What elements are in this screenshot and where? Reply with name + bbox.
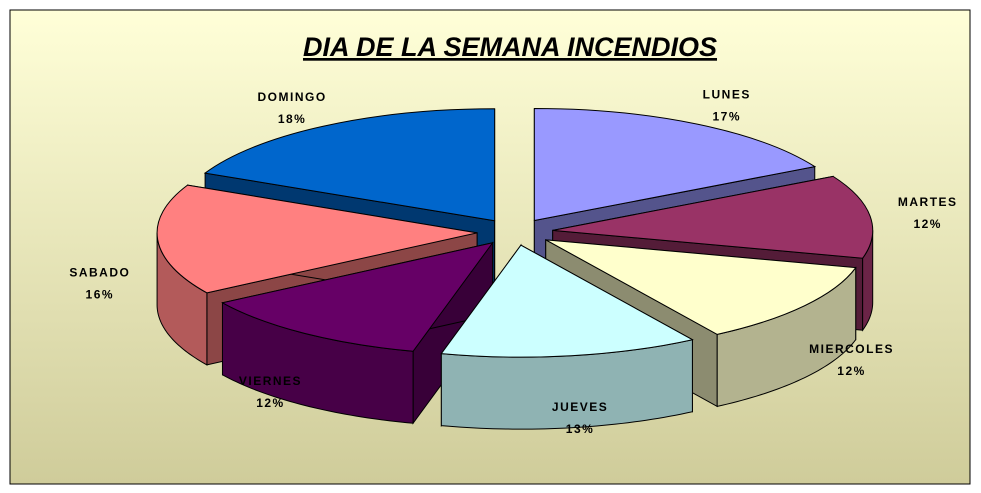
chart-title: DIA DE LA SEMANA INCENDIOS <box>303 32 717 62</box>
slice-label: DOMINGO <box>258 90 327 104</box>
slice-value-label: 16% <box>86 287 115 301</box>
slice-label: JUEVES <box>552 400 608 414</box>
slice-top <box>440 244 694 358</box>
slice-value-label: 18% <box>278 112 307 126</box>
slice-value-label: 17% <box>712 110 741 124</box>
slice-top <box>545 239 857 335</box>
slice-top <box>552 175 874 259</box>
slice-top <box>221 241 494 352</box>
slice-value-label: 12% <box>837 364 866 378</box>
slice-label: LUNES <box>703 88 751 102</box>
slice-top <box>156 184 478 294</box>
slice-label: MIERCOLES <box>809 342 894 356</box>
slice <box>221 241 494 425</box>
pie <box>156 108 874 430</box>
slice-top <box>203 108 496 222</box>
slice-label: SABADO <box>69 265 130 279</box>
slice-value-label: 12% <box>256 396 285 410</box>
slice <box>440 243 694 430</box>
slice-label: MARTES <box>898 195 958 209</box>
slice-top <box>533 108 817 222</box>
slice-value-label: 12% <box>913 217 942 231</box>
slice-value-label: 13% <box>566 422 595 436</box>
slice-label: VIERNES <box>239 374 302 388</box>
